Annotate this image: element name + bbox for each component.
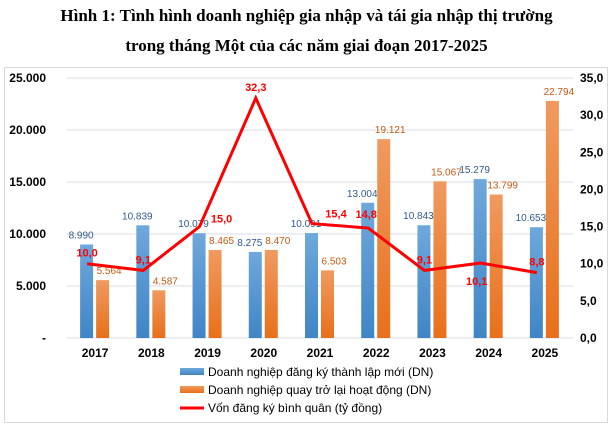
x-tick-label: 2023: [419, 346, 446, 360]
bar-new-enterprises: [192, 233, 206, 338]
bar-new-enterprises: [305, 233, 318, 338]
chart-title-line-1: Hình 1: Tình hình doanh nghiệp gia nhập …: [60, 6, 553, 25]
data-label-new: 10.653: [516, 213, 547, 224]
x-tick-label: 2020: [250, 346, 277, 360]
line-avg-capital: [86, 94, 538, 275]
data-label-returning: 5.564: [97, 266, 122, 277]
data-label-new: 8.275: [237, 238, 262, 249]
y-left-tick-label: 5.000: [16, 279, 46, 293]
data-label-returning: 6.503: [321, 256, 346, 267]
bar-returning-enterprises: [208, 249, 222, 338]
data-label-returning: 13.799: [487, 180, 518, 191]
bar-returning-enterprises: [152, 290, 166, 338]
legend-label: Vốn đăng ký bình quân (tỷ đồng): [208, 401, 382, 415]
bar-new-enterprises: [136, 225, 150, 338]
data-label-capital: 8,8: [529, 257, 544, 269]
x-tick-label: 2025: [532, 346, 559, 360]
data-label-capital: 10,1: [466, 276, 487, 288]
x-tick-label: 2018: [138, 346, 165, 360]
bar-returning-enterprises: [96, 280, 110, 338]
y-left-tick-label: 20.000: [9, 123, 46, 137]
y-right-tick-label: 10,0: [580, 257, 604, 271]
data-label-new: 10.091: [291, 219, 322, 230]
data-label-new: 15.279: [459, 165, 490, 176]
y-left-tick-label: 15.000: [9, 175, 46, 189]
data-label-new: 13.004: [347, 189, 378, 200]
legend-swatch-returning: [180, 386, 204, 393]
y-left-tick-label: 10.000: [9, 227, 46, 241]
data-label-returning: 15.067: [431, 167, 462, 178]
x-tick-label: 2017: [82, 346, 109, 360]
data-label-capital: 32,3: [245, 82, 266, 94]
bar-new-enterprises: [473, 179, 487, 338]
data-label-new: 10.843: [403, 211, 434, 222]
y-right-tick-label: 5,0: [580, 294, 597, 308]
y-right-tick-label: 30,0: [580, 108, 604, 122]
x-tick-label: 2021: [307, 346, 334, 360]
chart-frame: [4, 67, 608, 423]
data-label-new: 10.079: [178, 219, 209, 230]
bar-returning-enterprises: [321, 270, 334, 338]
x-tick-label: 2019: [194, 346, 221, 360]
y-right-tick-label: 20,0: [580, 182, 604, 196]
data-label-returning: 8.465: [209, 236, 234, 247]
chart-title-line-2: trong tháng Một của các năm giai đoạn 20…: [125, 36, 488, 55]
x-tick-label: 2022: [363, 346, 390, 360]
bar-new-enterprises: [248, 251, 262, 338]
data-label-returning: 8.470: [265, 236, 290, 247]
data-label-capital: 15,0: [211, 214, 232, 226]
data-label-returning: 22.794: [544, 87, 575, 98]
data-label-new: 8.990: [69, 231, 94, 242]
data-label-capital: 15,4: [325, 209, 347, 221]
data-label-capital: 10,0: [76, 248, 97, 260]
data-label-new: 10.839: [122, 211, 153, 222]
data-label-capital: 14,8: [356, 209, 377, 221]
y-left-tick-label: -: [42, 331, 46, 345]
y-right-tick-label: 35,0: [580, 71, 604, 85]
bar-returning-enterprises: [545, 100, 559, 338]
legend-label: Doanh nghiệp quay trở lại hoạt động (DN): [208, 383, 431, 397]
legend-swatch-new: [180, 368, 204, 375]
y-right-tick-label: 0,0: [580, 331, 597, 345]
legend-label: Doanh nghiệp đăng ký thành lập mới (DN): [208, 365, 433, 379]
x-tick-label: 2024: [475, 346, 502, 360]
y-left-tick-label: 25.000: [9, 71, 46, 85]
data-label-returning: 4.587: [153, 276, 178, 287]
bar-new-enterprises: [529, 227, 543, 338]
bar-returning-enterprises: [264, 249, 278, 338]
y-right-tick-label: 25,0: [580, 145, 604, 159]
data-label-capital: 9,1: [417, 254, 432, 266]
bar-new-enterprises: [417, 225, 431, 338]
data-label-returning: 19.121: [375, 125, 406, 136]
data-label-capital: 9,1: [136, 254, 151, 266]
bar-new-enterprises: [361, 202, 375, 338]
bar-new-enterprises: [80, 244, 94, 338]
bar-returning-enterprises: [433, 181, 447, 338]
y-right-tick-label: 15,0: [580, 220, 604, 234]
